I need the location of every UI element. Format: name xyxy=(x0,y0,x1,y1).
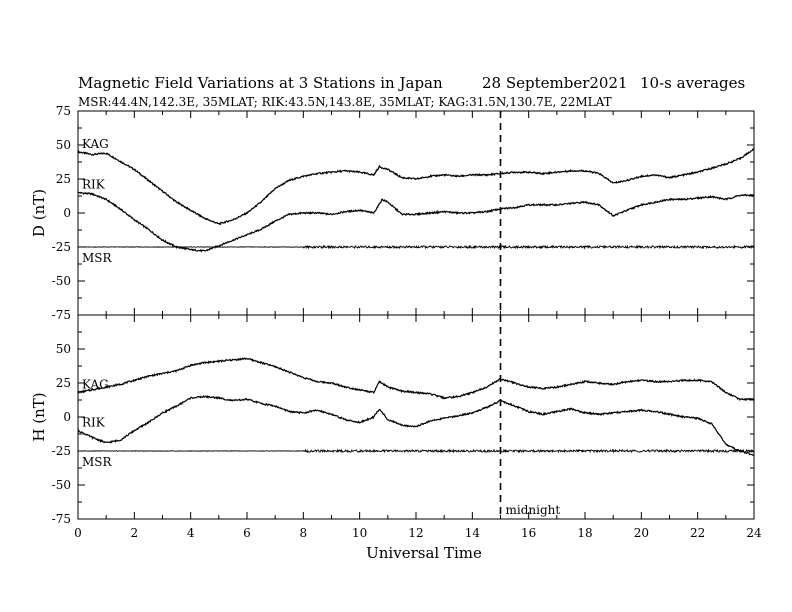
series-label-msr: MSR xyxy=(82,455,113,469)
x-tick-label: 8 xyxy=(300,526,308,540)
y-tick-label: 75 xyxy=(56,104,71,118)
trace-kag-h xyxy=(77,357,755,402)
x-tick-label: 6 xyxy=(243,526,251,540)
series-label-msr: MSR xyxy=(82,251,113,265)
trace-rik-d xyxy=(77,191,754,253)
traces-group: KAG RIK MSR KAG RIK MSR xyxy=(77,137,755,469)
averaging-label: 10-s averages xyxy=(640,74,745,92)
series-label-kag: KAG xyxy=(82,378,109,392)
x-tick-label: 0 xyxy=(74,526,82,540)
y-tick-label: 50 xyxy=(56,342,71,356)
y-tick-label: 0 xyxy=(63,410,71,424)
chart-date: 28 September2021 xyxy=(482,74,628,92)
trace-rik-h xyxy=(77,394,755,457)
y-tick-label: -50 xyxy=(52,274,71,288)
x-tick-label: 22 xyxy=(690,526,705,540)
bottom-y-axis-label: H (nT) xyxy=(30,392,48,441)
x-tick-label: 16 xyxy=(521,526,536,540)
y-tick-label: 25 xyxy=(56,376,71,390)
midnight-label: midnight xyxy=(506,503,561,517)
x-tick-label: 18 xyxy=(577,526,592,540)
top-y-axis-label: D (nT) xyxy=(30,189,48,237)
y-tick-label: -25 xyxy=(52,240,71,254)
y-tick-label: 25 xyxy=(56,172,71,186)
x-tick-label: 12 xyxy=(408,526,423,540)
x-tick-label: 4 xyxy=(187,526,195,540)
station-list: MSR:44.4N,142.3E, 35MLAT; RIK:43.5N,143.… xyxy=(78,95,612,109)
y-tick-label: 0 xyxy=(63,206,71,220)
x-tick-label: 20 xyxy=(634,526,649,540)
trace-msr-h xyxy=(77,448,755,454)
top-panel-frame xyxy=(77,110,755,316)
x-tick-label: 14 xyxy=(465,526,481,540)
y-tick-label: -75 xyxy=(52,308,71,322)
y-tick-label: 50 xyxy=(56,138,71,152)
y-tick-label: -50 xyxy=(52,478,71,492)
x-tick-label: 24 xyxy=(746,526,762,540)
y-tick-label: -25 xyxy=(52,444,71,458)
series-label-kag: KAG xyxy=(82,137,109,151)
y-tick-label: -75 xyxy=(52,512,71,526)
series-label-rik: RIK xyxy=(82,178,106,192)
x-axis-label: Universal Time xyxy=(366,544,482,562)
chart-title: Magnetic Field Variations at 3 Stations … xyxy=(78,74,443,92)
series-label-rik: RIK xyxy=(82,416,106,430)
bottom-panel-frame xyxy=(77,314,755,520)
x-tick-label: 2 xyxy=(131,526,139,540)
trace-kag-d xyxy=(77,148,755,226)
trace-msr-d xyxy=(77,244,755,250)
x-tick-label: 10 xyxy=(352,526,367,540)
